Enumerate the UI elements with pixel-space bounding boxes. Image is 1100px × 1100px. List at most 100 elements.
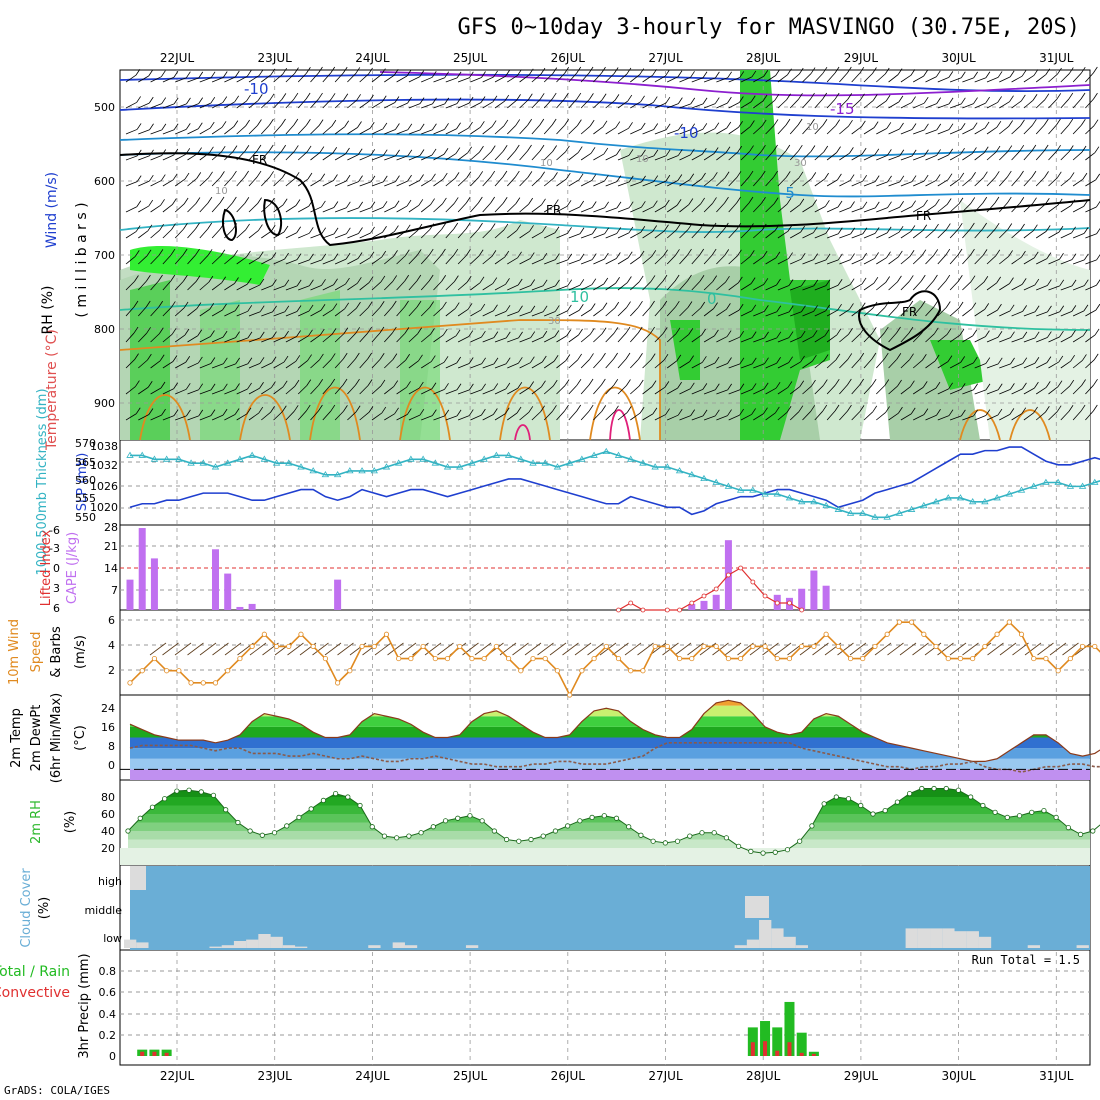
wind-barb (728, 177, 738, 187)
wind-barb-flag (628, 122, 633, 129)
precip-convective-bar (787, 1042, 792, 1056)
wind-barb-flag (787, 225, 793, 232)
cape-bar (150, 558, 158, 610)
wind-barb-flag (234, 70, 240, 78)
date-axis-top: 22JUL 23JUL 24JUL 25JUL 26JUL 27JUL 28JUL 29JUL… (160, 51, 1074, 65)
wind-barb-flag (994, 196, 1000, 204)
wind-barb-flag (1071, 253, 1077, 260)
wind-barb (519, 150, 528, 161)
wind-barb-flag (1084, 253, 1089, 261)
wind-barb-flag (576, 66, 582, 74)
wind-barb-10m (574, 642, 592, 656)
wind-barb-flag (948, 382, 953, 390)
thickness-line-point (871, 513, 879, 520)
wind-barb (457, 152, 468, 161)
wind-barb (740, 414, 752, 421)
wind-barb-flag (825, 227, 831, 234)
wind-barb (211, 389, 224, 395)
wind-barb-flag (675, 223, 681, 231)
rh-point (259, 832, 265, 838)
wind-barb (999, 389, 1011, 395)
wind-barb-flag (480, 121, 485, 128)
wind10-line-point (725, 655, 732, 662)
wind-barb (211, 309, 223, 317)
wind10-line-point (176, 668, 182, 674)
wind-barb (507, 362, 519, 369)
wind-barb (851, 207, 864, 213)
wind-barb-flag (456, 409, 462, 417)
wind-barb (568, 152, 579, 161)
wind-barb (728, 126, 739, 135)
wind-barb-flag (640, 122, 646, 130)
wind-barb (285, 311, 298, 317)
wind-barb (224, 363, 236, 369)
wind10-line-point (982, 643, 988, 650)
wind-barb-flag (527, 171, 533, 178)
wind-barb (666, 360, 678, 369)
date-label-bottom: 23JUL (258, 1069, 293, 1083)
wind-barb-flag (1032, 197, 1037, 204)
wind-barb-flag (333, 174, 338, 181)
wind-barb (1035, 387, 1047, 395)
wind-barb (482, 389, 494, 395)
wind-barb (507, 125, 517, 135)
wind10-line-point (1079, 643, 1086, 650)
rh-point (296, 814, 302, 821)
wind-barb-flag (848, 119, 853, 127)
wind-barb-flag (293, 118, 299, 126)
wind-barb-flag (762, 94, 768, 102)
rh-point (174, 788, 180, 794)
wind-barb-flag (355, 327, 361, 334)
wind-barb-10m (874, 642, 892, 656)
wind-barb-flag (739, 357, 745, 365)
contour-label-minus15: -15 (830, 100, 855, 118)
wind-barb (396, 180, 408, 187)
wind-barb-flag (441, 275, 447, 282)
wind-barb-flag (1095, 173, 1100, 181)
wind-barb-flag (588, 404, 594, 412)
wind-barb (999, 176, 1008, 187)
wind-barb-flag (469, 383, 474, 391)
wind-barb-flag (269, 171, 274, 178)
wind-barb-flag (564, 404, 569, 412)
wind-barb-flag (689, 355, 694, 362)
wind-barb-flag (761, 197, 766, 204)
wind-barb (679, 129, 691, 135)
wind-barb-flag (431, 71, 437, 78)
wind-barb-flag (145, 300, 151, 308)
wind-barb (1048, 411, 1058, 421)
wind-barb-flag (342, 352, 348, 360)
wind-barb (802, 285, 814, 291)
wind-barb-10m (199, 642, 217, 656)
wind10-line-point (872, 643, 878, 650)
wind-barb-flag (847, 404, 852, 412)
wind-barb (888, 332, 897, 343)
wind-barb-flag (690, 409, 696, 416)
lifted-index-point (689, 600, 695, 606)
wind-barb-flag (1020, 94, 1026, 102)
wind-barb (334, 333, 345, 343)
wind-barb-10m (224, 642, 242, 656)
wind-barb-flag (305, 404, 311, 412)
wind-barb-flag (369, 94, 374, 102)
rh-point (821, 801, 827, 807)
wind-barb (630, 128, 642, 135)
wind-barb-flag (982, 222, 987, 230)
wind-barb-flag (960, 71, 966, 78)
wind-barb-flag (282, 198, 288, 206)
wind-barb-flag (751, 357, 757, 365)
wind-barb-10m (837, 642, 854, 656)
wind-barb (703, 153, 715, 161)
wind-barb-flag (872, 405, 878, 413)
temp-band (130, 726, 1090, 738)
wind-barb-flag (689, 382, 695, 390)
wind-barb-flag (847, 93, 853, 100)
wind-barb-flag (810, 67, 816, 74)
wind-barb-flag (1068, 145, 1074, 152)
wind-barb-flag (1010, 357, 1015, 365)
wind-barb (642, 306, 651, 317)
wind-barb (593, 411, 603, 421)
wind-barb (580, 309, 592, 317)
wind-barb-flag (309, 279, 314, 286)
wind-barb-flag (871, 378, 877, 386)
